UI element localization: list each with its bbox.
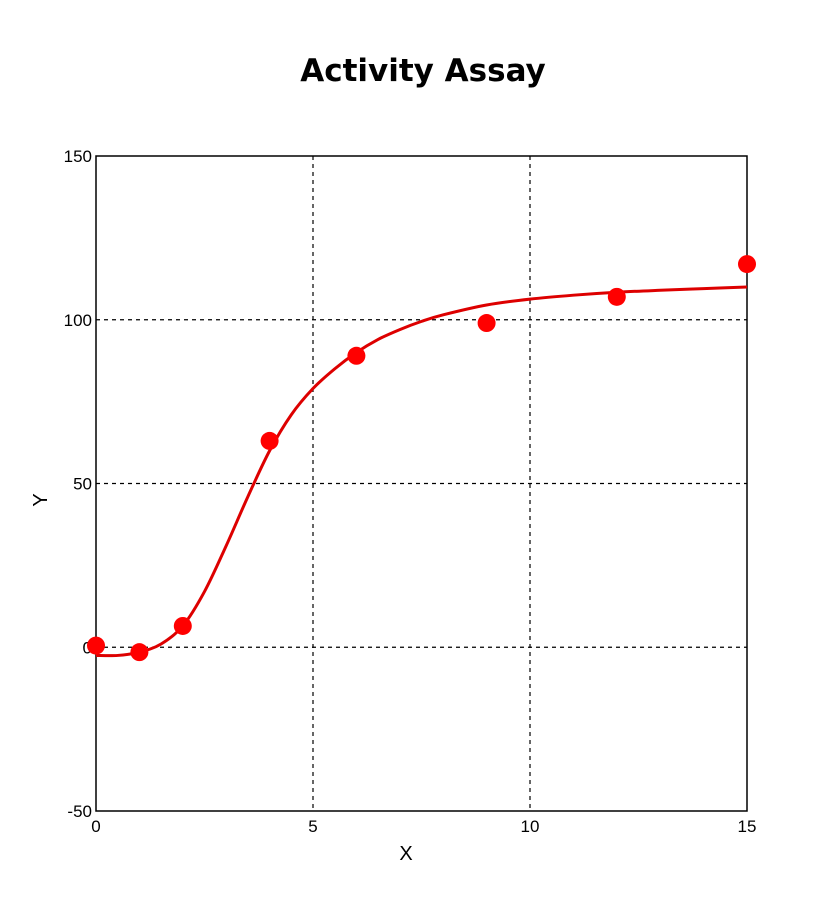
data-point (347, 346, 366, 365)
grid (96, 156, 747, 811)
y-tick-label: 100 (64, 311, 92, 330)
plot-frame (95, 155, 748, 812)
y-axis-label: Y (30, 493, 52, 506)
y-tick-labels: -50050100150 (64, 147, 92, 821)
data-point (738, 255, 756, 274)
x-tick-labels: 0 5 10 15 (91, 817, 756, 836)
fit-curve (95, 285, 748, 658)
x-tick-label: 0 (91, 817, 100, 836)
data-point (130, 643, 149, 662)
y-tick-label: 150 (64, 147, 92, 166)
x-tick-label: 15 (738, 817, 757, 836)
data-point (260, 431, 279, 450)
data-point (607, 287, 626, 306)
x-tick-label: 5 (308, 817, 317, 836)
y-tick-label: 50 (73, 475, 92, 494)
y-tick-label: -50 (67, 802, 92, 821)
x-tick-label: 10 (521, 817, 540, 836)
x-axis-label: X (399, 843, 412, 865)
chart-title: Activity Assay (300, 53, 546, 89)
data-point (173, 616, 192, 635)
data-point (87, 636, 105, 655)
data-points (87, 255, 756, 662)
data-point (477, 314, 496, 333)
